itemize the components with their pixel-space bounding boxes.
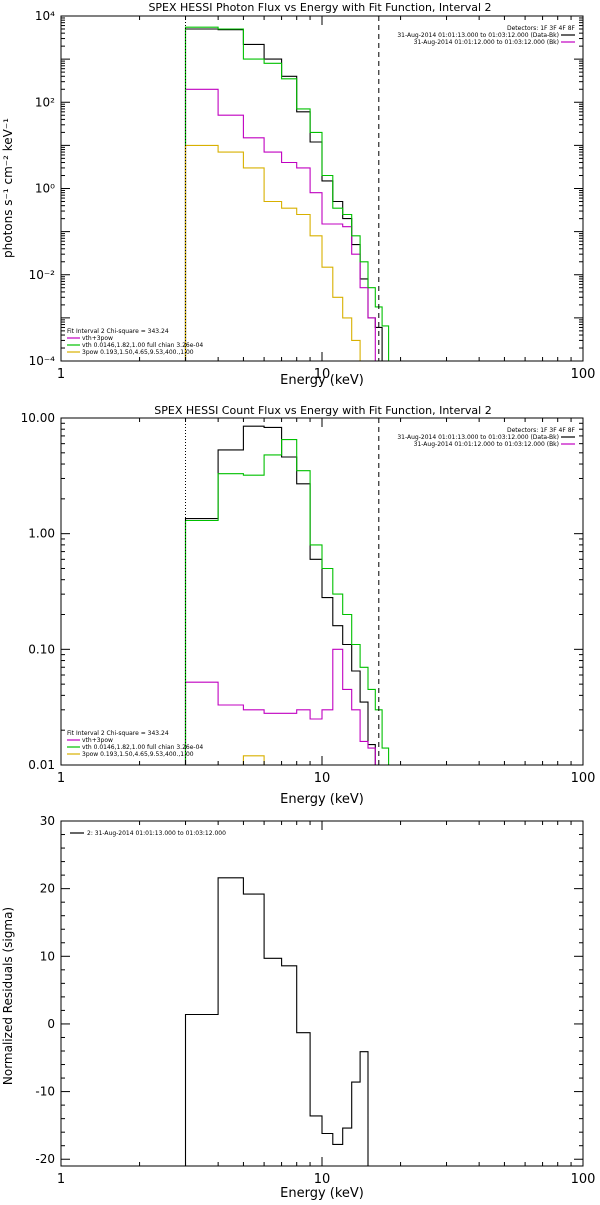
energy-range-markers <box>185 418 380 765</box>
count-flux-panel: SPEX HESSI Count Flux vs Energy with Fit… <box>21 404 596 807</box>
legend-residual: 2: 31-Aug-2014 01:01:13.000 to 01:03:12.… <box>70 830 226 837</box>
series-line <box>184 648 376 765</box>
legend-fit-vth: vth 0.0146,1.82,1.00 full chian 3.26e-04 <box>82 744 203 751</box>
legend-entry-data-bk: 31-Aug-2014 01:01:13.000 to 01:03:12.000… <box>397 434 559 441</box>
y-tick-label: -20 <box>35 1152 55 1166</box>
y-tick-label: 10² <box>35 95 55 109</box>
y-tick-label: 10⁴ <box>35 9 55 23</box>
legend-detectors: Detectors: 1F 3F 4F 8F <box>507 427 576 434</box>
x-tick-label: 1 <box>57 1172 65 1187</box>
legend-fit-3pow: 3pow 0.193,1.50,4.65,9.53,400.,1.00 <box>82 349 194 356</box>
y-axis-label: Normalized Residuals (sigma) <box>1 907 15 1085</box>
x-axis-label: Energy (keV) <box>280 1186 364 1200</box>
legend-fit-total: vth+3pow <box>82 737 113 744</box>
y-tick-labels: 10⁻⁴ 10⁻² 10⁰ 10² 10⁴ <box>29 9 56 368</box>
y-tick-label: 10 <box>40 949 55 963</box>
x-axis-label: Energy (keV) <box>280 792 364 807</box>
energy-range-markers <box>185 16 380 361</box>
chart-title: SPEX HESSI Photon Flux vs Energy with Fi… <box>148 1 491 14</box>
series-line <box>184 88 376 361</box>
plot-frame <box>60 15 584 362</box>
y-tick-label: 10⁻² <box>29 268 56 282</box>
series-line <box>184 877 369 1166</box>
x-tick-label: 1 <box>57 367 65 382</box>
series-line <box>184 26 401 362</box>
y-tick-label: 10⁰ <box>35 182 55 196</box>
legend-entry-bk: 31-Aug-2014 01:01:12.000 to 01:03:12.000… <box>414 39 559 46</box>
chart-title: SPEX HESSI Count Flux vs Energy with Fit… <box>154 404 491 417</box>
series-group <box>184 425 401 766</box>
y-tick-label: 20 <box>40 882 55 896</box>
y-tick-labels: 0.01 0.10 1.00 10.00 <box>21 411 55 772</box>
x-tick-label: 100 <box>571 771 596 786</box>
plot-frame <box>60 820 584 1167</box>
tick-marks <box>60 15 583 362</box>
x-axis-label: Energy (keV) <box>280 373 364 388</box>
legend-fit-header: Fit Interval 2 Chi-square = 343.24 <box>67 328 169 335</box>
series-line <box>184 144 376 362</box>
legend-entry-data-bk: 31-Aug-2014 01:01:13.000 to 01:03:12.000… <box>397 32 559 39</box>
legend-fit-total: vth+3pow <box>82 335 113 342</box>
legend-fit-header: Fit Interval 2 Chi-square = 343.24 <box>67 730 169 737</box>
series-line <box>184 425 383 766</box>
y-tick-label: 0.10 <box>28 642 55 656</box>
series-group <box>184 877 369 1166</box>
y-tick-label: -10 <box>35 1085 55 1099</box>
photon-flux-panel: SPEX HESSI Photon Flux vs Energy with Fi… <box>1 1 595 388</box>
x-tick-label: 10 <box>314 771 331 786</box>
legend-fit: Fit Interval 2 Chi-square = 343.24 vth+3… <box>67 328 203 356</box>
x-tick-label: 100 <box>571 367 596 382</box>
x-tick-labels: 1 10 100 <box>57 367 596 382</box>
residuals-panel: 1 10 100 -20 -10 0 10 20 30 Energy (keV)… <box>1 814 596 1201</box>
legend-entry-bk: 31-Aug-2014 01:01:12.000 to 01:03:12.000… <box>414 441 559 448</box>
y-tick-label: 1.00 <box>28 527 55 541</box>
y-axis-label: photons s⁻¹ cm⁻² keV⁻¹ <box>1 118 15 258</box>
series-line <box>184 439 401 766</box>
legend-fit: Fit Interval 2 Chi-square = 343.24 vth+3… <box>67 730 203 758</box>
x-tick-label: 1 <box>57 771 65 786</box>
legend-data-bk: Detectors: 1F 3F 4F 8F 31-Aug-2014 01:01… <box>397 25 575 46</box>
legend-fit-vth: vth 0.0146,1.82,1.00 full chian 3.26e-04 <box>82 342 203 349</box>
tick-marks <box>60 820 583 1166</box>
legend-entry-residual: 2: 31-Aug-2014 01:01:13.000 to 01:03:12.… <box>87 830 226 837</box>
y-tick-label: 0.01 <box>28 758 55 772</box>
x-tick-labels: 1 10 100 <box>57 771 596 786</box>
x-tick-label: 10 <box>314 1172 331 1187</box>
y-tick-label: 30 <box>40 814 55 828</box>
x-tick-label: 100 <box>571 1172 596 1187</box>
legend-detectors: Detectors: 1F 3F 4F 8F <box>507 25 576 32</box>
y-tick-labels: -20 -10 0 10 20 30 <box>35 814 55 1166</box>
y-tick-label: 0 <box>47 1017 55 1031</box>
series-line <box>185 755 282 766</box>
y-tick-label: 10.00 <box>21 411 55 425</box>
x-tick-label: 10 <box>314 367 331 382</box>
x-tick-labels: 1 10 100 <box>57 1172 596 1187</box>
legend-data-bk: Detectors: 1F 3F 4F 8F 31-Aug-2014 01:01… <box>397 427 575 448</box>
legend-fit-3pow: 3pow 0.193,1.50,4.65,9.53,400.,1.00 <box>82 751 194 758</box>
y-tick-label: 10⁻⁴ <box>29 354 56 368</box>
tick-marks <box>60 417 583 766</box>
series-group <box>184 26 401 362</box>
